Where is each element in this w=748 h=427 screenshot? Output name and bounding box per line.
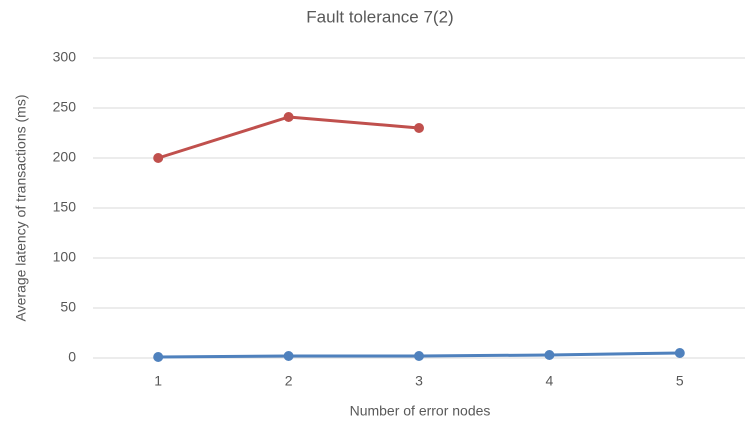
- y-tick-label: 250: [53, 99, 77, 115]
- x-tick-label: 2: [285, 373, 293, 389]
- data-point: [283, 351, 294, 361]
- y-tick-label: 100: [53, 249, 77, 265]
- y-tick-label: 300: [53, 49, 77, 65]
- series-line: [157, 115, 420, 160]
- chart-title: Fault tolerance 7(2): [306, 7, 453, 26]
- y-axis-label: Average latency of transactions (ms): [13, 95, 29, 322]
- x-tick-label: 1: [154, 373, 162, 389]
- data-point: [153, 352, 164, 362]
- data-point: [153, 153, 164, 163]
- x-tick-label: 5: [676, 373, 684, 389]
- data-point: [674, 348, 685, 358]
- data-point: [283, 112, 294, 122]
- x-tick-label: 4: [546, 373, 554, 389]
- y-tick-label: 150: [53, 199, 77, 215]
- data-point: [544, 350, 555, 360]
- x-axis-label: Number of error nodes: [350, 403, 491, 419]
- y-tick-label: 0: [68, 349, 76, 365]
- y-tick-label: 50: [60, 299, 76, 315]
- y-tick-label: 200: [53, 149, 77, 165]
- data-point: [414, 123, 424, 133]
- data-point: [414, 351, 424, 361]
- x-tick-label: 3: [415, 373, 423, 389]
